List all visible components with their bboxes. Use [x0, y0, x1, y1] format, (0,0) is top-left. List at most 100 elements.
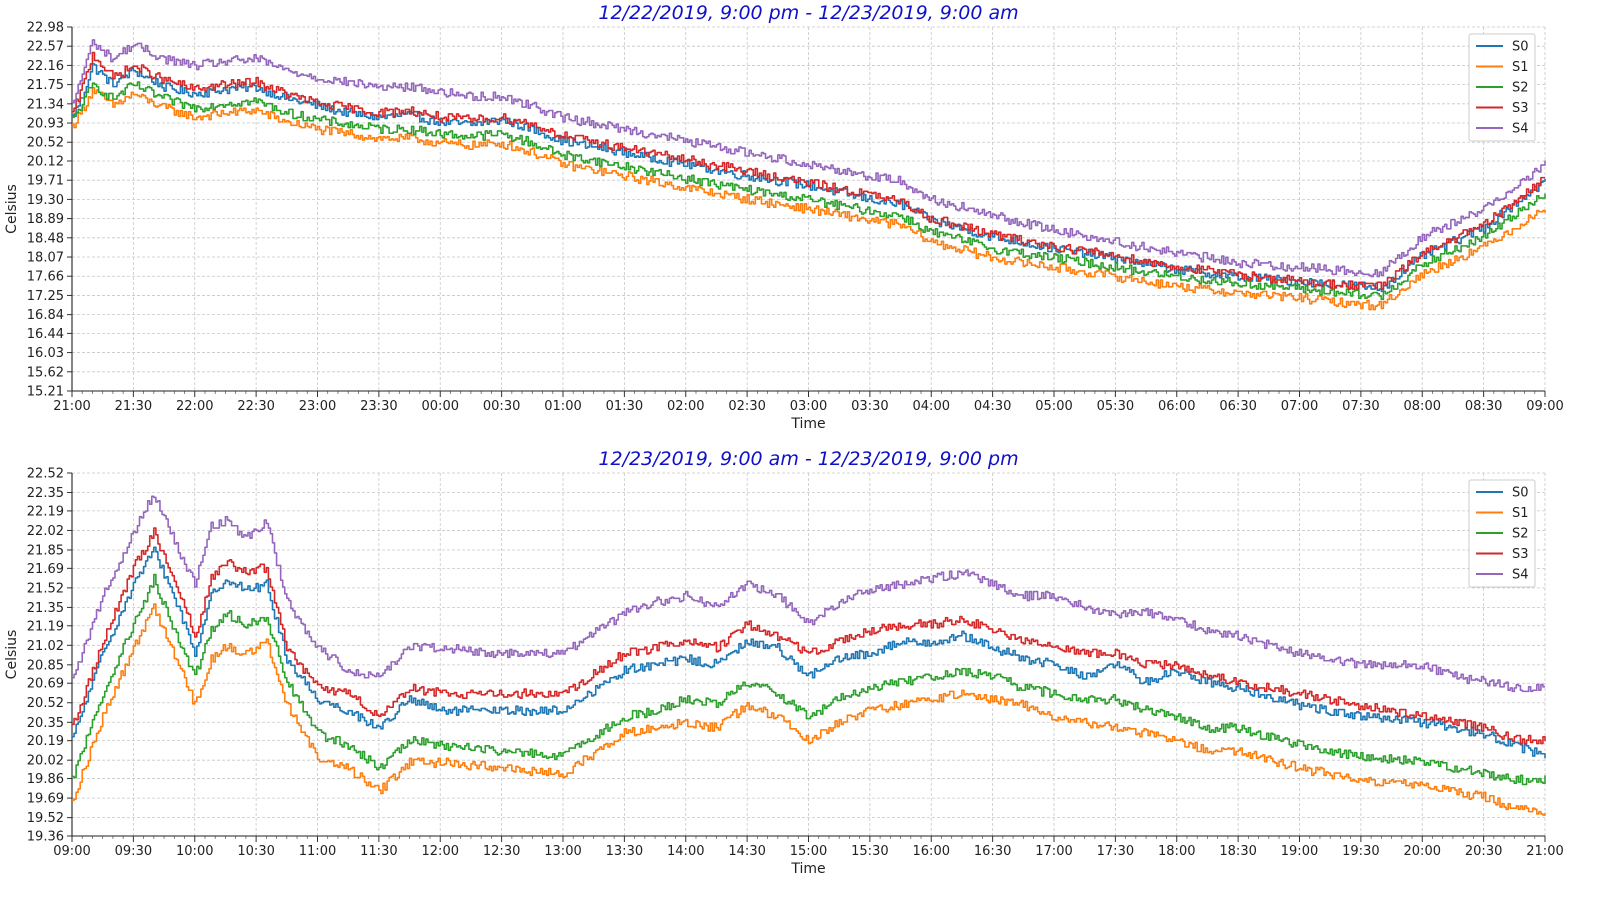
x-tick-label: 08:00 [1404, 399, 1441, 414]
y-tick-label: 20.12 [27, 154, 64, 169]
x-tick-label: 06:00 [1158, 399, 1195, 414]
x-tick-label: 03:00 [790, 399, 827, 414]
x-tick-label: 17:30 [1097, 844, 1134, 859]
x-tick-label: 06:30 [1219, 399, 1256, 414]
x-tick-label: 15:00 [790, 844, 827, 859]
x-tick-label: 18:30 [1219, 844, 1256, 859]
chart-panel-day: 19.36 19.52 19.69 19.86 20.02 20.19 20.35 20.52… [4, 448, 1564, 877]
y-tick-label: 20.69 [27, 677, 64, 692]
chart-panel-night: 15.21 15.62 16.03 16.44 16.84 17.25 17.66 18.07… [4, 2, 1564, 432]
y-tick-label: 22.35 [27, 486, 64, 501]
y-tick-label: 21.85 [27, 543, 64, 558]
x-tick-label: 07:00 [1281, 399, 1318, 414]
x-tick-label: 09:30 [115, 844, 152, 859]
y-tick-label: 18.07 [27, 251, 64, 266]
y-tick-label: 15.62 [27, 365, 64, 380]
y-tick-label: 22.16 [27, 59, 64, 74]
y-tick-label: 16.44 [27, 327, 64, 342]
y-axis-label: Celsius [4, 184, 20, 234]
y-tick-label: 20.52 [27, 136, 64, 151]
y-tick-label: 21.69 [27, 562, 64, 577]
x-tick-label: 11:30 [360, 844, 397, 859]
series-line-s3 [72, 527, 1546, 745]
y-tick-label: 17.25 [27, 289, 64, 304]
legend-label: S0 [1512, 40, 1529, 55]
x-tick-label: 04:00 [913, 399, 950, 414]
x-tick-label: 12:00 [422, 844, 459, 859]
y-tick-label: 22.02 [27, 524, 64, 539]
x-tick-label: 13:00 [544, 844, 581, 859]
series-line-s2 [72, 573, 1546, 786]
y-tick-label: 20.02 [27, 754, 64, 769]
y-tick-label: 19.52 [27, 811, 64, 826]
y-axis-label: Celsius [4, 630, 20, 680]
legend-label: S4 [1512, 568, 1529, 583]
x-axis-label: Time [790, 861, 825, 877]
x-tick-label: 05:30 [1097, 399, 1134, 414]
y-tick-label: 16.84 [27, 308, 64, 323]
y-tick-label: 22.98 [27, 21, 64, 36]
y-tick-label: 20.19 [27, 734, 64, 749]
x-tick-label: 19:30 [1342, 844, 1379, 859]
series-line-s4 [72, 39, 1546, 278]
chart-title: 12/23/2019, 9:00 am - 12/23/2019, 9:00 p… [598, 448, 1018, 470]
y-tick-label: 19.86 [27, 772, 64, 787]
x-axis-label: Time [790, 416, 825, 432]
x-tick-label: 03:30 [851, 399, 888, 414]
y-tick-label: 22.57 [27, 40, 64, 55]
x-tick-label: 20:00 [1404, 844, 1441, 859]
y-tick-label: 20.85 [27, 658, 64, 673]
y-tick-label: 21.35 [27, 601, 64, 616]
x-tick-label: 11:00 [299, 844, 336, 859]
y-tick-label: 22.19 [27, 504, 64, 519]
y-tick-label: 20.52 [27, 696, 64, 711]
series-line-s2 [72, 81, 1546, 301]
x-tick-label: 21:00 [53, 399, 90, 414]
y-tick-label: 19.71 [27, 174, 64, 189]
y-tick-label: 15.21 [27, 385, 64, 400]
x-tick-label: 02:00 [667, 399, 704, 414]
x-tick-label: 02:30 [728, 399, 765, 414]
x-tick-label: 01:00 [544, 399, 581, 414]
y-tick-label: 21.52 [27, 581, 64, 596]
x-tick-label: 07:30 [1342, 399, 1379, 414]
x-tick-label: 18:00 [1158, 844, 1195, 859]
series-line-s0 [72, 546, 1546, 759]
x-tick-label: 09:00 [1526, 399, 1563, 414]
legend-label: S3 [1512, 547, 1529, 562]
legend-label: S4 [1512, 122, 1529, 137]
chart-title: 12/22/2019, 9:00 pm - 12/23/2019, 9:00 a… [598, 2, 1018, 24]
y-tick-label: 21.75 [27, 78, 64, 93]
x-tick-label: 20:30 [1465, 844, 1502, 859]
y-tick-label: 20.35 [27, 716, 64, 731]
x-tick-label: 01:30 [606, 399, 643, 414]
x-tick-label: 21:00 [1526, 844, 1563, 859]
y-tick-label: 20.93 [27, 117, 64, 132]
x-tick-label: 10:00 [176, 844, 213, 859]
series-line-s4 [72, 495, 1545, 693]
y-tick-label: 19.30 [27, 193, 64, 208]
legend-label: S1 [1512, 506, 1529, 521]
x-tick-label: 14:30 [728, 844, 765, 859]
y-tick-label: 16.03 [27, 346, 64, 361]
x-tick-label: 09:00 [53, 844, 90, 859]
legend-label: S3 [1512, 101, 1529, 116]
x-tick-label: 00:00 [422, 399, 459, 414]
x-tick-label: 21:30 [115, 399, 152, 414]
x-tick-label: 15:30 [851, 844, 888, 859]
x-tick-label: 23:30 [360, 399, 397, 414]
x-tick-label: 08:30 [1465, 399, 1502, 414]
y-tick-label: 19.36 [27, 830, 64, 845]
x-tick-label: 00:30 [483, 399, 520, 414]
legend-label: S0 [1512, 486, 1529, 501]
y-tick-label: 19.69 [27, 792, 64, 807]
y-tick-label: 18.89 [27, 212, 64, 227]
legend-label: S2 [1512, 527, 1529, 542]
x-tick-label: 12:30 [483, 844, 520, 859]
legend-label: S2 [1512, 81, 1529, 96]
y-tick-label: 17.66 [27, 270, 64, 285]
x-tick-label: 16:00 [913, 844, 950, 859]
x-tick-label: 22:00 [176, 399, 213, 414]
x-tick-label: 05:00 [1035, 399, 1072, 414]
